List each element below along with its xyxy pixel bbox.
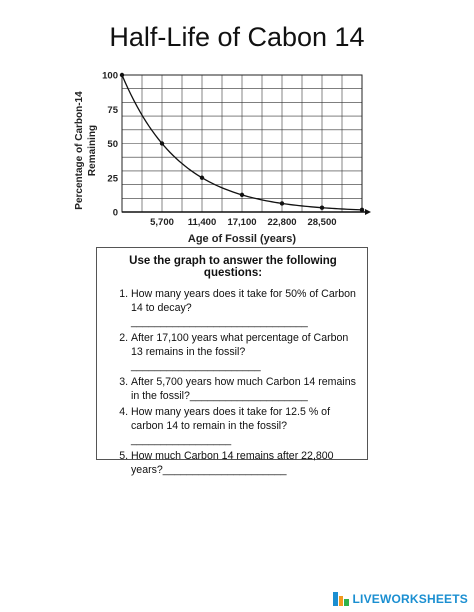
x-tick-label: 17,100 — [227, 217, 256, 228]
footer-brand: LIVEWORKSHEETS — [332, 591, 468, 607]
data-point — [239, 192, 245, 198]
x-axis-label: Age of Fossil (years) — [188, 233, 297, 245]
data-point — [319, 205, 325, 210]
y-tick-label: 75 — [107, 105, 118, 116]
data-point — [279, 201, 285, 206]
y-tick-label: 0 — [113, 208, 118, 219]
data-point — [159, 141, 165, 146]
chart-series — [119, 72, 365, 213]
question-4: How many years does it take for 12.5 % o… — [131, 405, 361, 447]
page-title: Half-Life of Cabon 14 — [109, 22, 365, 52]
data-point — [119, 72, 125, 78]
x-tick-label: 22,800 — [267, 217, 296, 228]
y-axis-label: Percentage of Carbon-14 — [74, 91, 85, 210]
x-axis-arrow — [365, 209, 371, 215]
data-point — [199, 175, 205, 180]
chart-grid — [122, 75, 362, 212]
y-tick-label: 50 — [107, 139, 118, 150]
question-1: How many years does it take for 50% of C… — [131, 287, 361, 329]
questions-box: Use the graph to answer the following qu… — [96, 247, 368, 476]
question-3: After 5,700 years how much Carbon 14 rem… — [131, 375, 361, 403]
questions-heading: Use the graph to answer the following qu… — [129, 255, 337, 279]
data-point — [359, 207, 365, 213]
y-tick-label: 100 — [102, 71, 118, 82]
y-axis-label: Remaining — [87, 125, 98, 176]
x-tick-label: 28,500 — [307, 217, 336, 228]
chart-labels: 0 25 50 75 100 5,700 11,400 17,100 22,800 28,500 A… — [74, 71, 337, 246]
questions-list: How many years does it take for 50% of C… — [105, 287, 361, 477]
x-tick-label: 11,400 — [188, 217, 217, 228]
liveworksheets-logo-icon — [332, 591, 350, 607]
question-5: How much Carbon 14 remains after 22,800 … — [131, 449, 361, 477]
question-2: After 17,100 years what percentage of Ca… — [131, 331, 361, 373]
x-tick-label: 5,700 — [150, 217, 174, 228]
half-life-chart: 0 25 50 75 100 5,700 11,400 17,100 22,800 28,500 A… — [74, 71, 371, 246]
footer-brand-text: LIVEWORKSHEETS — [352, 592, 468, 606]
chart-axes — [121, 74, 371, 215]
y-tick-label: 25 — [107, 173, 118, 184]
